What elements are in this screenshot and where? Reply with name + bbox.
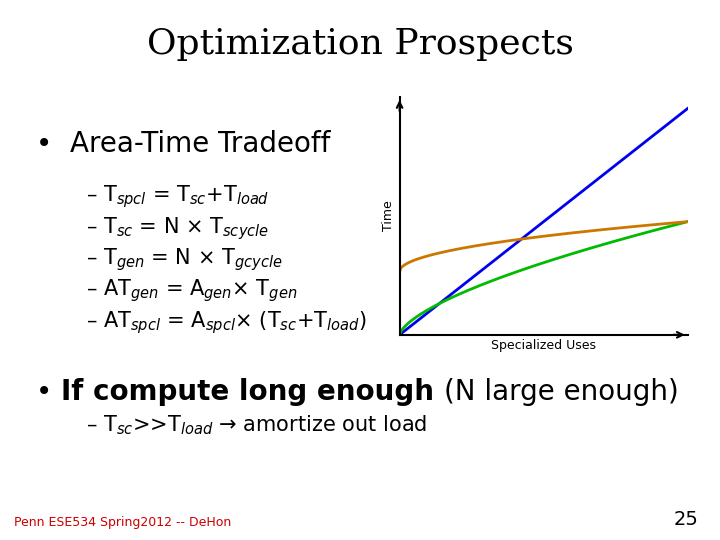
Text: Penn ESE534 Spring2012 -- DeHon: Penn ESE534 Spring2012 -- DeHon bbox=[14, 516, 232, 529]
Text: – AT$_{spcl}$ = A$_{spcl}$× (T$_{sc}$+T$_{load}$): – AT$_{spcl}$ = A$_{spcl}$× (T$_{sc}$+T$… bbox=[86, 309, 367, 336]
Text: Optimization Prospects: Optimization Prospects bbox=[147, 27, 573, 61]
Text: – T$_{sc}$>>T$_{load}$ → amortize out load: – T$_{sc}$>>T$_{load}$ → amortize out lo… bbox=[86, 413, 428, 437]
Text: – AT$_{gen}$ = A$_{gen}$× T$_{gen}$: – AT$_{gen}$ = A$_{gen}$× T$_{gen}$ bbox=[86, 278, 298, 305]
Text: – T$_{spcl}$ = T$_{sc}$+T$_{load}$: – T$_{spcl}$ = T$_{sc}$+T$_{load}$ bbox=[86, 184, 270, 211]
Text: •: • bbox=[36, 378, 70, 406]
Text: – T$_{sc}$ = N × T$_{scycle}$: – T$_{sc}$ = N × T$_{scycle}$ bbox=[86, 215, 269, 242]
Text: If compute long enough: If compute long enough bbox=[61, 378, 444, 406]
X-axis label: Specialized Uses: Specialized Uses bbox=[491, 339, 596, 352]
Text: (N large enough): (N large enough) bbox=[444, 378, 678, 406]
Text: – T$_{gen}$ = N × T$_{gcycle}$: – T$_{gen}$ = N × T$_{gcycle}$ bbox=[86, 246, 283, 273]
Text: 25: 25 bbox=[673, 510, 698, 529]
Text: •  Area-Time Tradeoff: • Area-Time Tradeoff bbox=[36, 130, 330, 158]
Y-axis label: Time: Time bbox=[382, 201, 395, 231]
Text: If compute long enough: If compute long enough bbox=[61, 378, 444, 406]
